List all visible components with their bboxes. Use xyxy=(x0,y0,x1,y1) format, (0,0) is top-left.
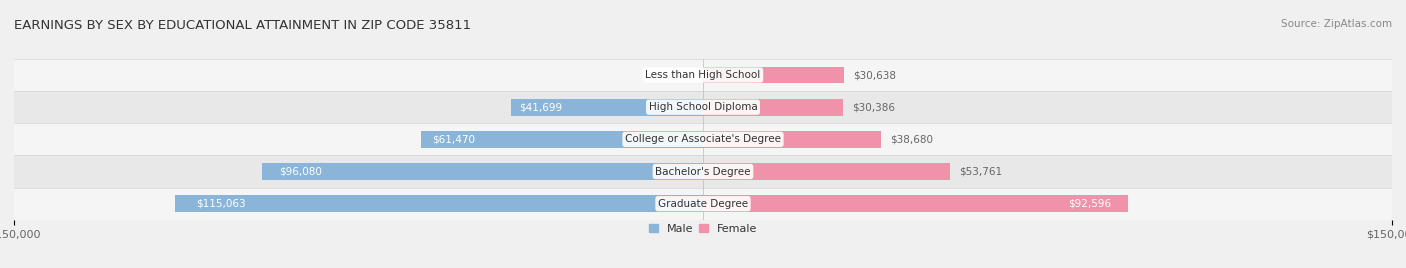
Bar xyxy=(174,195,703,212)
Text: Less than High School: Less than High School xyxy=(645,70,761,80)
Text: EARNINGS BY SEX BY EDUCATIONAL ATTAINMENT IN ZIP CODE 35811: EARNINGS BY SEX BY EDUCATIONAL ATTAINMEN… xyxy=(14,19,471,32)
Bar xyxy=(512,99,703,116)
Text: Source: ZipAtlas.com: Source: ZipAtlas.com xyxy=(1281,19,1392,29)
Bar xyxy=(420,131,703,148)
Text: $96,080: $96,080 xyxy=(280,166,322,177)
Text: $115,063: $115,063 xyxy=(195,199,245,209)
Text: $41,699: $41,699 xyxy=(519,102,562,112)
Bar xyxy=(703,99,842,116)
Bar xyxy=(262,163,703,180)
Bar xyxy=(14,188,1392,220)
Text: $92,596: $92,596 xyxy=(1069,199,1111,209)
Text: $30,638: $30,638 xyxy=(853,70,896,80)
Legend: Male, Female: Male, Female xyxy=(644,219,762,238)
Bar xyxy=(703,131,880,148)
Bar xyxy=(14,155,1392,188)
Bar xyxy=(14,59,1392,91)
Bar xyxy=(703,67,844,83)
Bar xyxy=(703,195,1128,212)
Bar xyxy=(14,123,1392,155)
Text: $0: $0 xyxy=(713,70,725,80)
Text: Bachelor's Degree: Bachelor's Degree xyxy=(655,166,751,177)
Text: $30,386: $30,386 xyxy=(852,102,894,112)
Bar xyxy=(14,91,1392,123)
Text: College or Associate's Degree: College or Associate's Degree xyxy=(626,134,780,144)
Text: $61,470: $61,470 xyxy=(432,134,475,144)
Bar xyxy=(703,163,950,180)
Text: Graduate Degree: Graduate Degree xyxy=(658,199,748,209)
Text: $38,680: $38,680 xyxy=(890,134,932,144)
Text: $53,761: $53,761 xyxy=(959,166,1002,177)
Text: High School Diploma: High School Diploma xyxy=(648,102,758,112)
